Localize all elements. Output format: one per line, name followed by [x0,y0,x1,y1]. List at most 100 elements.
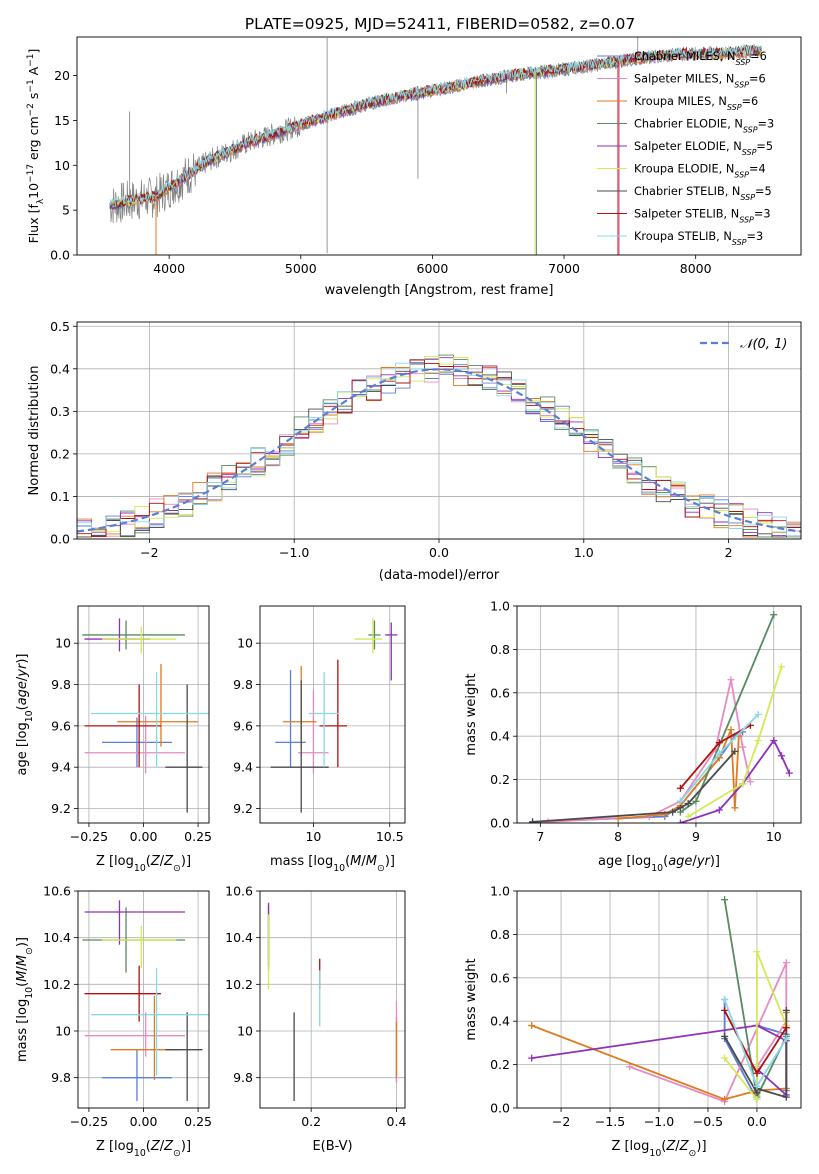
age_vs_Z-errorbars [82,618,209,813]
x-tick-label: 4000 [153,261,185,276]
weight-point [715,739,723,747]
weight_vs_Z-xlabel: Z [log10(Z/Z⊙)] [611,1139,706,1159]
residual-legend: 𝒩(0, 1) [700,337,787,352]
weight_vs_Z-ylabel: mass weight [464,958,479,1040]
y-tick-label: 10 [237,636,253,651]
spectrum-lines [109,37,762,255]
weight-point [684,812,692,820]
y-tick-label: 10.4 [43,930,71,945]
weight-line [532,750,736,823]
weight-point [753,1069,761,1077]
weight-point [715,750,723,758]
spectrum-legend: Chabrier MILES, NSSP=6 Salpeter MILES, NS… [597,50,774,247]
mass_vs_ebv-xlabel: E(B-V) [312,1139,352,1154]
figure-title: PLATE=0925, MJD=52411, FIBERID=0582, z=0… [245,15,635,33]
legend-label: Salpeter ELODIE, NSSP=5 [634,140,773,157]
residual-xlabel: (data-model)/error [379,568,500,583]
weight-point [528,1022,536,1030]
x-tick-label: 8 [614,829,622,844]
age_vs_mass-axes: 10 10.5 9.2 9.4 9.6 9.8 10 [233,606,405,844]
spectrum-axes: 4000 5000 6000 7000 8000 0.0 5 10 15 20 [50,68,712,276]
weight-line [679,614,775,813]
legend-label: 𝒩(0, 1) [740,337,787,352]
age_vs_mass-frame [259,605,406,824]
weight-point [782,1093,790,1101]
y-tick-label: 10 [237,1024,253,1039]
x-tick-label: 0.0 [429,545,449,560]
x-tick-label: −0.25 [70,1114,108,1129]
weight-point [692,797,700,805]
age_vs_Z-xlabel: Z [log10(Z/Z⊙)] [96,854,191,874]
weight-line [723,951,788,1102]
mass_vs_Z-errorbars [82,900,209,1101]
y-tick-label: 1.0 [490,599,510,614]
weight-point [676,797,684,805]
y-tick-label: 15 [54,113,70,128]
weight_vs_age-lines [529,611,793,823]
legend-label: Chabrier MILES, NSSP=6 [634,50,767,67]
x-tick-label: −0.25 [70,829,108,844]
weight-point [753,948,761,956]
x-tick-label: 0.25 [184,1114,212,1129]
weight-line [723,899,788,1101]
y-tick-label: 0.3 [50,404,70,419]
y-tick-label: 0.6 [490,970,510,985]
y-tick-label: 0.0 [50,532,70,547]
weight-point [739,780,747,788]
weight-point [721,896,729,904]
x-tick-label: 0.0 [747,1114,767,1129]
y-tick-label: 0.6 [490,685,510,700]
y-tick-label: 0.2 [490,1057,510,1072]
residual-histogram [77,355,801,538]
weight-point [669,808,677,816]
y-tick-label: 10 [55,1024,71,1039]
legend-label: Chabrier ELODIE, NSSP=3 [634,118,774,135]
weight-point [754,711,762,718]
y-tick-label: 9.8 [51,677,71,692]
y-tick-label: 9.2 [233,801,253,816]
weight-line [680,738,791,823]
weight-point [782,1024,790,1032]
weight-point [721,1095,729,1103]
age_vs_Z-axes: −0.25 0.00 0.25 9.2 9.4 9.6 9.8 10 [51,606,212,844]
y-tick-label: 0.5 [50,319,70,334]
spectrum-frame [76,36,802,256]
weight-point [676,819,684,823]
weight-point [626,1063,634,1071]
spectrum-xlabel: wavelength [Angstrom, rest frame] [325,283,554,298]
x-tick-label: 7 [536,829,544,844]
y-tick-label: 0.8 [490,642,510,657]
weight-point [778,663,786,671]
x-tick-label: 6000 [417,261,449,276]
weight-point [544,818,552,823]
residual-histogram [77,362,801,536]
y-tick-label: 1.0 [490,884,510,899]
y-tick-label: 0.4 [50,361,70,376]
y-tick-label: 0.4 [490,1014,510,1029]
y-tick-label: 5 [62,203,70,218]
panels: 4000 5000 6000 7000 8000 0.0 5 10 15 20 Chabrier M… [15,36,802,1159]
spectrum-model-line [109,43,762,209]
residual-histograms [77,354,801,538]
y-tick-label: 0.8 [490,927,510,942]
x-tick-label: 7000 [548,261,580,276]
mass_vs_Z-ylabel: mass [log10(M/M⊙)] [15,937,35,1062]
weight-point [727,676,735,684]
x-tick-label: 0.00 [130,829,158,844]
y-tick-label: 9.4 [51,760,71,775]
residual-ylabel: Normed distribution [27,366,42,496]
weight-point [753,1082,761,1090]
weight-point [529,818,537,823]
legend-label: Chabrier STELIB, NSSP=5 [634,185,772,202]
spectrum-ylabel: Flux [fλ10−17 erg cm−2 s−1 A−1] [26,49,46,244]
x-tick-label: 10 [766,829,782,844]
y-tick-label: 9.2 [51,801,71,816]
weight-point [782,959,790,967]
age_vs_mass-errorbars [270,618,398,813]
age_vs_Z-frame [77,605,210,824]
mass_vs_ebv-axes: 0.2 0.4 9.8 10 10.2 10.4 10.6 [225,884,406,1130]
legend-label: Kroupa MILES, NSSP=6 [634,95,758,112]
y-tick-label: 9.6 [51,718,71,733]
weight_vs_Z-frame [516,890,802,1109]
y-tick-label: 0.0 [490,816,510,831]
